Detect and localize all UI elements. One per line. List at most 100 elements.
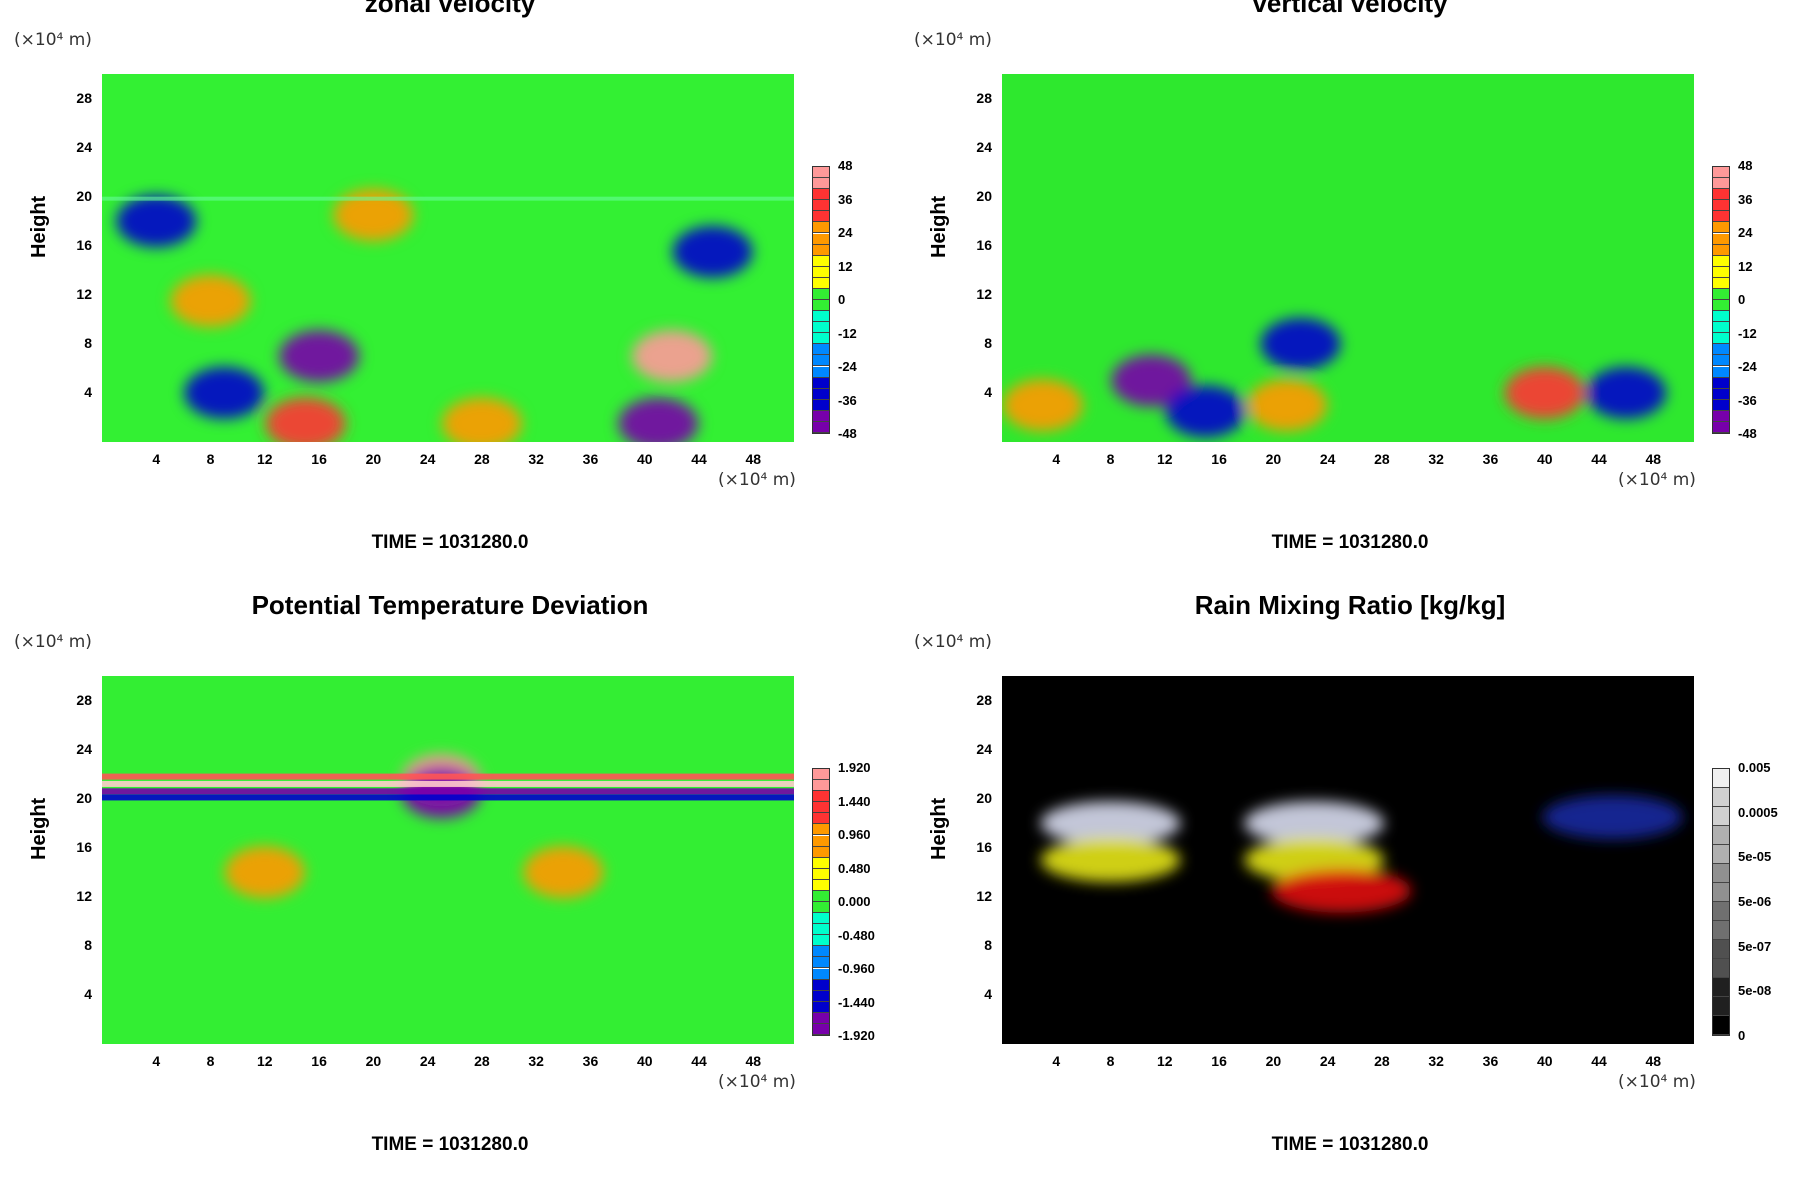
heatmap-feature [265,397,346,442]
colorbar-segment [813,824,829,836]
colorbar-label: 12 [838,258,853,274]
colorbar-label: -1.440 [838,994,875,1010]
panel-zonal-velocity: zonal velocity (×10⁴ m) Height (×10⁴ m) … [0,0,900,600]
x-tick-label: 8 [206,451,215,467]
colorbar-segment [813,222,829,234]
x-tick-label: 4 [152,1053,161,1069]
colorbar-segment [813,300,829,312]
heatmap-plot [102,74,794,442]
heatmap-plot [1002,74,1694,442]
x-tick-label: 24 [1319,1053,1336,1069]
colorbar-label: -1.920 [838,1028,875,1043]
x-tick-label: 20 [1265,1053,1282,1069]
x-tick-label: 12 [1157,451,1173,467]
colorbar-segment [1713,300,1729,312]
heatmap-feature [1244,801,1385,846]
colorbar-segment [1713,167,1729,179]
x-tick-label: 32 [528,451,544,467]
chart-title: vertical velocity [1252,0,1448,18]
x-tick-label: 36 [1482,1053,1499,1069]
y-tick-label: 4 [984,383,992,400]
x-tick-label: 4 [1052,1053,1061,1069]
x-tick-label: 32 [528,1053,544,1069]
colorbar-segment [1713,826,1729,845]
heatmap-feature [631,330,712,383]
heatmap-feature [1504,366,1585,419]
chart-title: zonal velocity [364,0,536,18]
colorbar-segment [813,244,829,256]
colorbar-segment [813,957,829,969]
x-tick-label: 28 [474,1053,490,1069]
colorbar-segment [1713,902,1729,921]
colorbar-segment [813,200,829,212]
y-tick-label: 8 [984,334,992,351]
colorbar [812,166,830,434]
x-tick-label: 4 [1052,451,1061,467]
colorbar-segment [1713,399,1729,411]
x-tick-label: 12 [1157,1053,1173,1069]
chart-title: Rain Mixing Ratio [kg/kg] [1194,590,1506,620]
colorbar-label: 5e-05 [1738,849,1772,865]
y-tick-label: 8 [984,936,992,953]
x-tick-label: 40 [636,451,653,467]
heatmap-plot [102,676,794,1044]
x-tick-label: 24 [419,1053,436,1069]
colorbar-segment [813,968,829,980]
colorbar-segment [1713,189,1729,201]
x-tick-label: 8 [1106,451,1115,467]
heatmap-feature [1271,868,1412,913]
heatmap-feature [618,397,699,442]
heatmap-feature [441,397,522,442]
colorbar-label: 0 [1738,1028,1746,1043]
y-axis-label: Height [28,195,50,258]
heatmap-feature [184,366,265,419]
x-tick-label: 12 [257,451,273,467]
x-tick-label: 16 [1211,1053,1227,1069]
colorbar-segment [813,913,829,925]
colorbar-segment [1713,355,1729,367]
x-tick-label: 48 [745,451,762,467]
colorbar-segment [1713,959,1729,978]
heatmap-band [102,780,794,787]
colorbar-segment [813,421,829,433]
colorbar-segment [813,266,829,278]
colorbar-label: 0.000 [838,894,871,909]
x-tick-label: 40 [636,1053,653,1069]
colorbar-label: 0 [838,292,846,307]
colorbar-label: 24 [1738,225,1753,240]
colorbar-segment [1713,178,1729,190]
colorbar-label: 24 [838,225,853,240]
y-tick-label: 12 [76,887,92,904]
colorbar-segment [1713,788,1729,807]
colorbar-segment [1713,845,1729,864]
y-tick-label: 20 [976,187,992,204]
colorbar-segment [1713,288,1729,300]
colorbar-segment [1713,1016,1729,1035]
x-tick-label: 16 [311,1053,327,1069]
heatmap-feature [1260,317,1341,370]
y-unit-label: (×10⁴ m) [14,632,92,652]
colorbar-segment [813,277,829,289]
colorbar-segment [813,1023,829,1035]
colorbar-segment [813,1001,829,1013]
y-tick-label: 4 [984,985,992,1002]
colorbar-segment [1713,255,1729,267]
colorbar-segment [813,924,829,936]
colorbar-segment [813,399,829,411]
y-tick-label: 28 [976,691,992,708]
colorbar-segment [813,902,829,914]
y-tick-label: 20 [76,789,92,806]
colorbar-segment [813,189,829,201]
x-tick-label: 28 [1374,1053,1390,1069]
heatmap-plot [1002,676,1694,1044]
colorbar-segment [813,791,829,803]
y-tick-label: 28 [976,89,992,106]
heatmap-feature [116,195,197,248]
heatmap-band [102,794,794,801]
panel-vertical-velocity: vertical velocity (×10⁴ m) Height (×10⁴ … [900,0,1800,600]
colorbar-segment [813,311,829,323]
colorbar-segment [1713,410,1729,422]
colorbar-segment [1713,864,1729,883]
heatmap-feature [672,225,753,278]
x-tick-label: 32 [1428,451,1444,467]
